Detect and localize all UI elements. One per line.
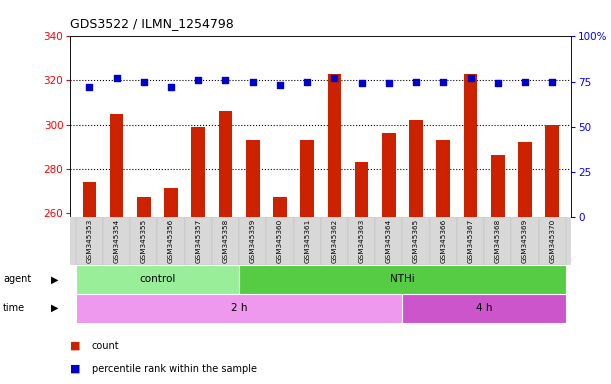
Point <box>520 79 530 85</box>
Bar <box>130 217 158 265</box>
Text: GSM345369: GSM345369 <box>522 219 528 263</box>
Text: GSM345360: GSM345360 <box>277 219 283 263</box>
Bar <box>301 140 314 217</box>
Text: 2 h: 2 h <box>231 303 247 313</box>
Text: GSM345356: GSM345356 <box>168 219 174 263</box>
Text: GSM345365: GSM345365 <box>413 219 419 263</box>
Bar <box>103 217 130 265</box>
Text: time: time <box>3 303 25 313</box>
Text: GSM345358: GSM345358 <box>222 219 229 263</box>
Bar <box>491 156 505 217</box>
Text: GSM345357: GSM345357 <box>196 219 201 263</box>
Bar <box>375 217 403 265</box>
Point <box>112 75 122 81</box>
Bar <box>82 182 96 217</box>
Text: GSM345370: GSM345370 <box>549 219 555 263</box>
Text: 4 h: 4 h <box>476 303 492 313</box>
Bar <box>546 124 559 217</box>
Bar <box>239 217 266 265</box>
Bar <box>273 197 287 217</box>
Bar <box>293 217 321 265</box>
Bar <box>137 197 150 217</box>
Point <box>166 84 176 90</box>
Point <box>466 75 475 81</box>
Bar <box>484 217 511 265</box>
Text: GDS3522 / ILMN_1254798: GDS3522 / ILMN_1254798 <box>70 17 234 30</box>
Point <box>329 75 339 81</box>
Point <box>221 77 230 83</box>
Text: control: control <box>139 274 175 285</box>
Bar <box>191 127 205 217</box>
Bar <box>239 265 566 294</box>
Text: ■: ■ <box>70 364 81 374</box>
Point <box>439 79 448 85</box>
Text: GSM345364: GSM345364 <box>386 219 392 263</box>
Point <box>547 79 557 85</box>
Bar <box>76 217 103 265</box>
Bar <box>327 74 341 217</box>
Text: NTHi: NTHi <box>390 274 415 285</box>
Bar <box>355 162 368 217</box>
Bar <box>76 265 239 294</box>
Bar <box>185 217 212 265</box>
Text: ▶: ▶ <box>51 303 59 313</box>
Bar <box>266 217 293 265</box>
Point <box>302 79 312 85</box>
Text: GSM345353: GSM345353 <box>86 219 92 263</box>
Bar <box>321 217 348 265</box>
Bar <box>403 217 430 265</box>
Bar <box>511 217 539 265</box>
Point <box>357 80 367 86</box>
Bar <box>164 188 178 217</box>
Bar <box>430 217 457 265</box>
Text: GSM345354: GSM345354 <box>114 219 120 263</box>
Bar <box>76 294 403 323</box>
Text: ■: ■ <box>70 341 81 351</box>
Text: GSM345359: GSM345359 <box>250 219 255 263</box>
Text: GSM345361: GSM345361 <box>304 219 310 263</box>
Bar <box>382 133 396 217</box>
Bar <box>436 140 450 217</box>
Bar <box>219 111 232 217</box>
Text: ▶: ▶ <box>51 274 59 285</box>
Text: agent: agent <box>3 274 31 285</box>
Point <box>248 79 258 85</box>
Point <box>493 80 503 86</box>
Point <box>84 84 94 90</box>
Bar <box>518 142 532 217</box>
Point <box>193 77 203 83</box>
Text: GSM345362: GSM345362 <box>331 219 337 263</box>
Bar <box>246 140 260 217</box>
Bar <box>212 217 239 265</box>
Bar <box>457 217 484 265</box>
Bar <box>409 120 423 217</box>
Point <box>275 82 285 88</box>
Text: count: count <box>92 341 119 351</box>
Text: GSM345367: GSM345367 <box>467 219 474 263</box>
Bar <box>403 294 566 323</box>
Bar <box>464 74 477 217</box>
Bar <box>158 217 185 265</box>
Text: GSM345366: GSM345366 <box>441 219 446 263</box>
Text: GSM345355: GSM345355 <box>141 219 147 263</box>
Point <box>139 79 148 85</box>
Point <box>384 80 393 86</box>
Bar <box>110 114 123 217</box>
Point <box>411 79 421 85</box>
Text: percentile rank within the sample: percentile rank within the sample <box>92 364 257 374</box>
Text: GSM345368: GSM345368 <box>495 219 501 263</box>
Bar <box>348 217 375 265</box>
Bar <box>539 217 566 265</box>
Text: GSM345363: GSM345363 <box>359 219 365 263</box>
